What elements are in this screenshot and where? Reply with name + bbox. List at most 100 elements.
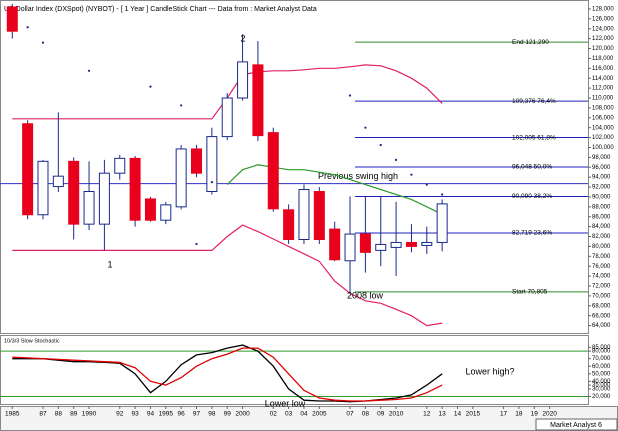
y-tick-label: 68,000 bbox=[592, 303, 611, 309]
footer: Market Analyst 6 bbox=[550, 422, 602, 429]
x-tick-label: 2020 bbox=[542, 411, 557, 418]
candle-body bbox=[237, 61, 249, 99]
candle-body bbox=[359, 233, 371, 253]
sar-dot bbox=[210, 181, 213, 184]
x-tick-label: 2010 bbox=[389, 411, 404, 418]
candle-body bbox=[405, 241, 417, 247]
y-tick-label: 80,000 bbox=[592, 349, 611, 355]
candle-body bbox=[160, 204, 172, 221]
y-tick-label: 124,000 bbox=[592, 26, 614, 32]
sar-dot bbox=[425, 183, 428, 186]
candle-body bbox=[22, 123, 34, 216]
candle-body bbox=[191, 148, 203, 174]
y-tick-label: 78,000 bbox=[592, 254, 611, 260]
overlay-line bbox=[12, 224, 443, 327]
y-tick-label: 112,000 bbox=[592, 86, 614, 92]
candle-body bbox=[144, 198, 156, 221]
candle-body bbox=[313, 191, 325, 240]
y-tick-label: 110,000 bbox=[592, 96, 614, 102]
x-tick-label: 13 bbox=[439, 411, 447, 418]
annotation: Lower high? bbox=[465, 366, 514, 376]
annotation: Lower low bbox=[265, 398, 306, 408]
candle-body bbox=[375, 243, 387, 251]
sar-dot bbox=[348, 94, 352, 97]
y-tick-label: 92,000 bbox=[592, 185, 611, 191]
y-tick-label: 118,000 bbox=[592, 56, 614, 62]
y-tick-label: 70,000 bbox=[592, 356, 611, 362]
y-tick-label: 40,000 bbox=[592, 379, 611, 385]
candle-body bbox=[114, 157, 126, 174]
x-tick-label: 94 bbox=[147, 411, 155, 418]
y-tick-label: 86,000 bbox=[592, 214, 611, 220]
candle-body bbox=[344, 233, 356, 262]
x-axis-strip bbox=[0, 406, 618, 431]
y-tick-label: 122,000 bbox=[592, 36, 614, 42]
annotation: 1 bbox=[107, 259, 112, 269]
y-tick-label: 104,000 bbox=[592, 125, 614, 131]
sar-dot bbox=[87, 69, 91, 72]
sar-dot bbox=[394, 158, 398, 161]
y-tick-label: 116,000 bbox=[592, 66, 614, 72]
y-tick-label: 70,000 bbox=[592, 293, 611, 299]
x-tick-label: 07 bbox=[346, 411, 354, 418]
y-tick-label: 98,000 bbox=[592, 155, 611, 161]
x-tick-label: 1985 bbox=[5, 411, 20, 418]
y-tick-label: 120,000 bbox=[592, 46, 614, 52]
x-tick-label: 14 bbox=[454, 411, 462, 418]
swing-high-label: Previous swing high bbox=[318, 171, 398, 181]
x-tick-label: 2015 bbox=[466, 411, 481, 418]
candle-body bbox=[283, 209, 295, 240]
overlay-line bbox=[226, 164, 443, 215]
y-tick-label: 66,000 bbox=[592, 313, 611, 319]
y-tick-label: 85,000 bbox=[592, 345, 611, 351]
x-tick-label: 97 bbox=[193, 411, 201, 418]
x-tick-label: 09 bbox=[377, 411, 385, 418]
sar-dot bbox=[379, 143, 382, 147]
sar-dot bbox=[195, 242, 198, 246]
candle-body bbox=[252, 64, 264, 137]
fib-level-label: 96,048 50,0% bbox=[512, 164, 552, 171]
y-tick-label: 128,000 bbox=[592, 7, 614, 13]
sar-dot bbox=[364, 126, 367, 129]
y-tick-label: 102,000 bbox=[592, 135, 614, 141]
x-tick-label: 92 bbox=[116, 411, 124, 418]
footer-box bbox=[535, 418, 618, 431]
x-tick-label: 93 bbox=[131, 411, 139, 418]
x-tick-label: 2005 bbox=[312, 411, 327, 418]
stochastic-line bbox=[12, 347, 443, 402]
fib-level-label: 102,005 61,8% bbox=[512, 134, 556, 141]
candle-body bbox=[83, 191, 95, 225]
x-tick-label: 1990 bbox=[82, 411, 97, 418]
sar-dot bbox=[41, 41, 45, 44]
candle-body bbox=[68, 160, 80, 225]
y-tick-label: 94,000 bbox=[592, 175, 611, 181]
fib-level-label: 109,376 76,4% bbox=[512, 98, 556, 105]
y-tick-label: 64,000 bbox=[592, 323, 611, 329]
candle-body bbox=[37, 160, 49, 216]
y-tick-label: 90,000 bbox=[592, 195, 611, 201]
stochastic-panel-frame bbox=[0, 335, 589, 405]
y-tick-label: 35,000 bbox=[592, 383, 611, 389]
y-tick-label: 82,000 bbox=[592, 234, 611, 240]
candle-body bbox=[175, 148, 187, 208]
candle-body bbox=[98, 172, 110, 225]
y-tick-label: 20,000 bbox=[592, 394, 611, 400]
x-tick-label: 08 bbox=[362, 411, 370, 418]
x-tick-label: 2000 bbox=[235, 411, 250, 418]
indicator-title: 10/3/3 Slow Stochastic bbox=[4, 338, 60, 344]
fib-level-label: End 121,290 bbox=[512, 39, 549, 46]
x-tick-label: 1995 bbox=[159, 411, 174, 418]
y-tick-label: 74,000 bbox=[592, 274, 611, 280]
x-tick-label: 96 bbox=[178, 411, 186, 418]
x-tick-label: 04 bbox=[300, 411, 308, 418]
candle-body bbox=[267, 132, 279, 210]
annotation: 2 bbox=[240, 33, 245, 43]
y-tick-label: 106,000 bbox=[592, 115, 614, 121]
fib-level-label: Start 70,805 bbox=[512, 289, 548, 296]
candle-body bbox=[221, 97, 233, 138]
candle-body bbox=[206, 136, 218, 193]
candle-body bbox=[421, 241, 433, 246]
fib-level-label: 90,090 38,2% bbox=[512, 193, 552, 200]
x-tick-label: 18 bbox=[515, 411, 523, 418]
y-tick-label: 76,000 bbox=[592, 264, 611, 270]
